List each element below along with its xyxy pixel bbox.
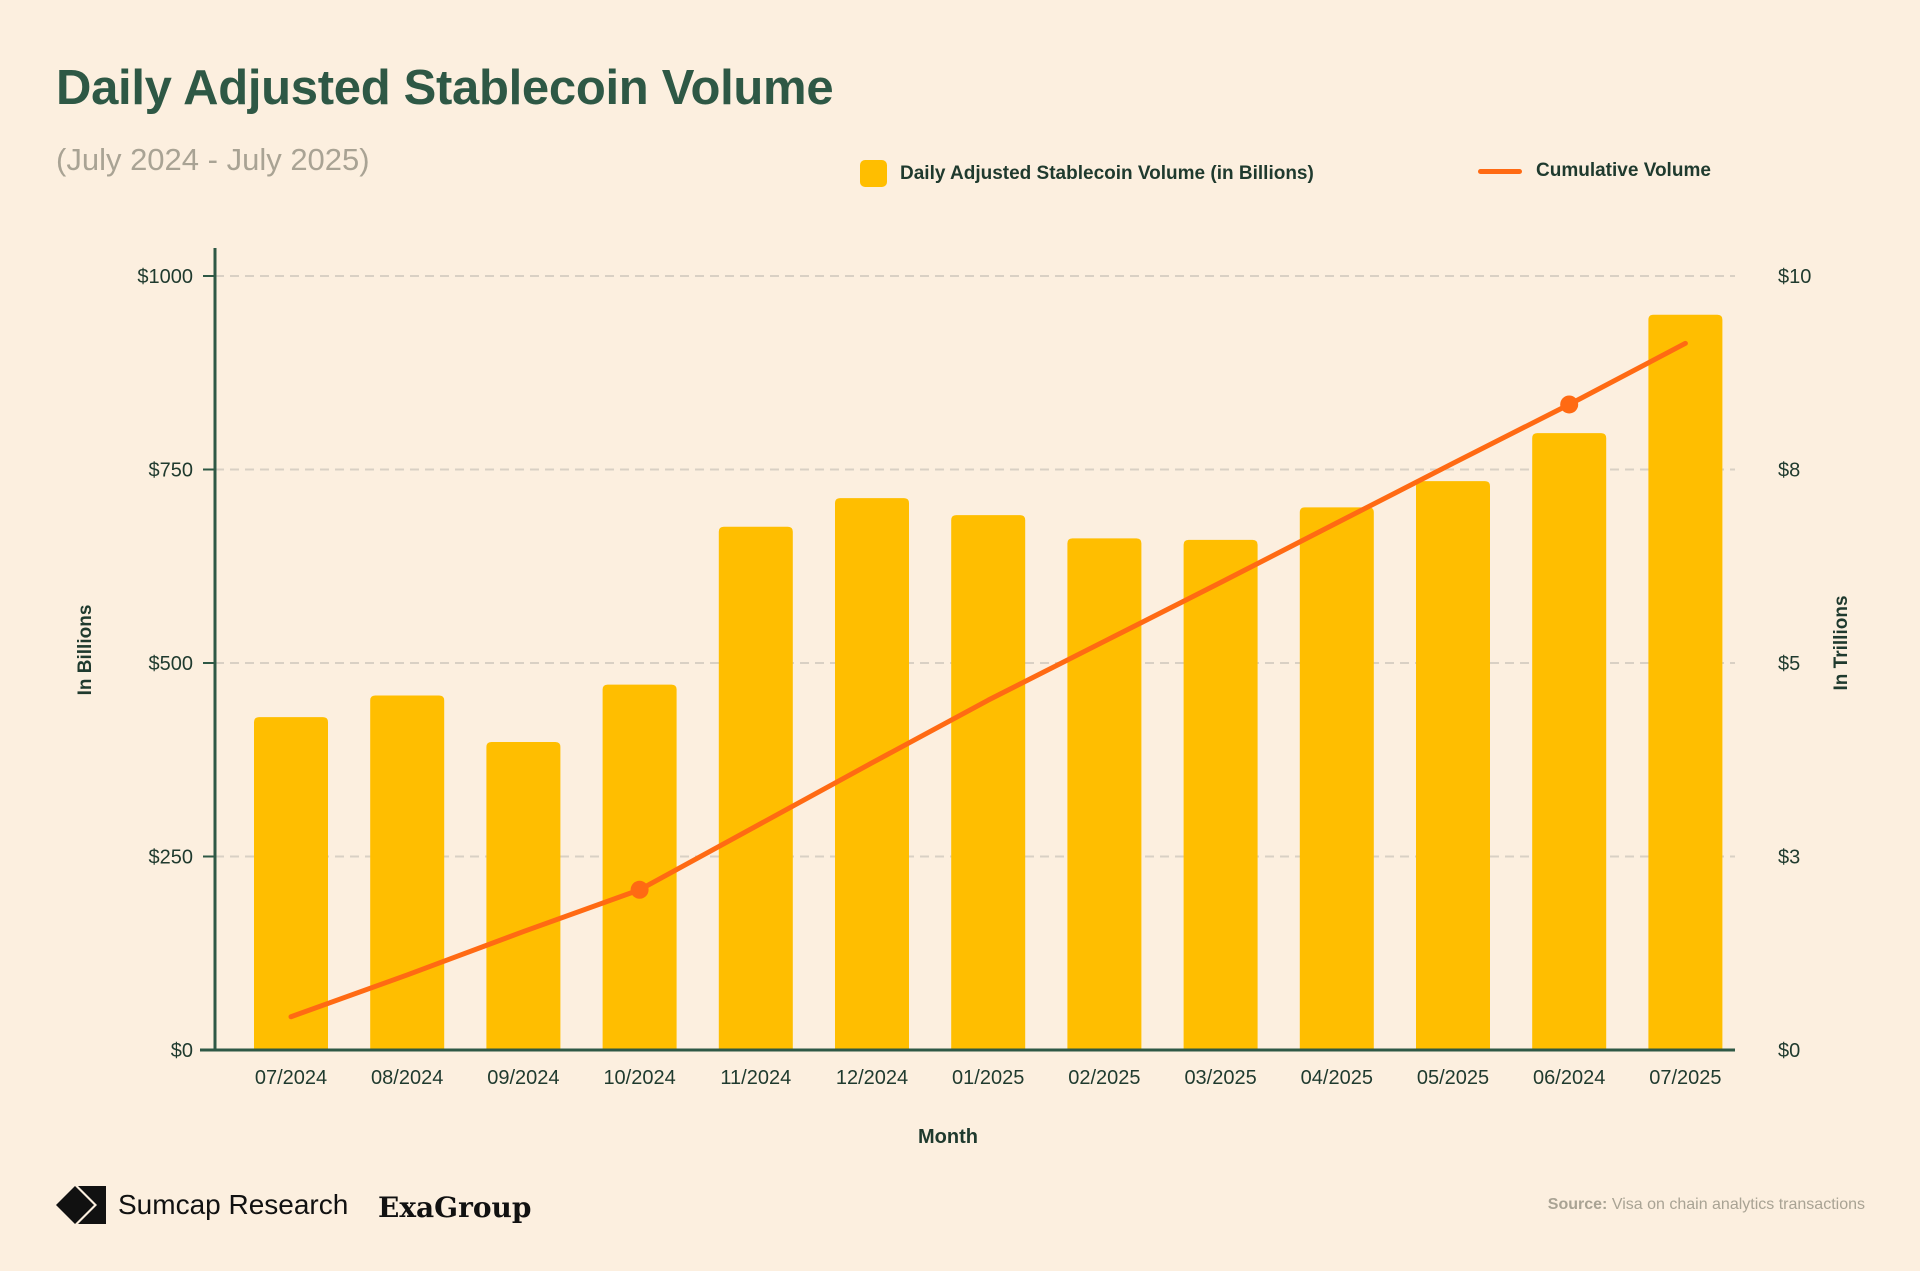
x-tick-label: 09/2024 xyxy=(487,1067,559,1089)
x-tick-label: 07/2024 xyxy=(255,1067,327,1089)
x-tick-label: 11/2024 xyxy=(720,1067,791,1089)
y-tick-label: $250 xyxy=(149,847,194,869)
legend-line-label: Cumulative Volume xyxy=(1536,160,1711,181)
y2-tick-label: $5 xyxy=(1778,653,1800,675)
y2-axis-title: In Trillions xyxy=(1831,595,1852,690)
x-tick-label: 02/2025 xyxy=(1068,1067,1140,1089)
x-axis-title: Month xyxy=(918,1126,978,1148)
source-text: Visa on chain analytics transactions xyxy=(1611,1196,1865,1213)
y-axis-title: In Billions xyxy=(75,605,96,696)
bar xyxy=(1648,314,1723,1050)
x-tick-label: 05/2025 xyxy=(1417,1067,1489,1089)
chart-title: Daily Adjusted Stablecoin Volume xyxy=(56,61,834,115)
brand-name: Sumcap Research xyxy=(118,1189,349,1220)
bar xyxy=(951,515,1026,1050)
y2-tick-label: $10 xyxy=(1778,266,1811,288)
y2-tick-label: $8 xyxy=(1778,460,1800,482)
legend-item-cumulative: Cumulative Volume xyxy=(1478,160,1711,182)
cumulative-marker xyxy=(630,880,649,899)
bar xyxy=(1299,507,1374,1050)
bar xyxy=(1532,433,1607,1050)
bar xyxy=(1416,481,1490,1050)
bar xyxy=(1067,538,1142,1050)
partner-logo: ExaGroup xyxy=(378,1191,532,1224)
y2-tick-label: $3 xyxy=(1778,847,1800,869)
source-label: Source: xyxy=(1547,1196,1608,1213)
bar xyxy=(602,684,677,1050)
sumcap-logo-icon xyxy=(56,1186,106,1224)
x-tick-label: 10/2024 xyxy=(603,1067,675,1089)
y-tick-label: $750 xyxy=(149,460,194,482)
x-tick-label: 12/2024 xyxy=(836,1067,908,1089)
legend-bar-swatch xyxy=(860,160,887,187)
chart-subtitle: (July 2024 - July 2025) xyxy=(56,142,370,177)
legend-bar-label: Daily Adjusted Stablecoin Volume (in Bil… xyxy=(900,162,1314,184)
x-tick-label: 07/2025 xyxy=(1649,1067,1721,1089)
x-tick-label: 06/2024 xyxy=(1533,1067,1605,1089)
bar xyxy=(254,717,328,1050)
source-note: Source: Visa on chain analytics transact… xyxy=(1548,1196,1865,1214)
cumulative-line xyxy=(288,340,1688,1020)
bar xyxy=(718,526,793,1050)
x-tick-label: 03/2025 xyxy=(1184,1067,1256,1089)
legend-item-volume: Daily Adjusted Stablecoin Volume (in Bil… xyxy=(860,160,1314,187)
y-tick-label: $500 xyxy=(149,653,194,675)
bar xyxy=(1183,539,1258,1050)
x-tick-label: 01/2025 xyxy=(952,1067,1024,1089)
x-tick-label: 04/2025 xyxy=(1301,1067,1373,1089)
y-tick-label: $0 xyxy=(171,1040,193,1062)
bar xyxy=(835,498,909,1050)
y2-tick-label: $0 xyxy=(1778,1040,1800,1062)
brand-logo: Sumcap Research xyxy=(56,1186,348,1224)
bar xyxy=(486,741,561,1050)
legend-line-swatch xyxy=(1478,168,1522,174)
y-tick-label: $1000 xyxy=(137,266,193,288)
bar xyxy=(370,695,445,1050)
x-tick-label: 08/2024 xyxy=(371,1067,443,1089)
cumulative-marker xyxy=(1560,395,1579,414)
